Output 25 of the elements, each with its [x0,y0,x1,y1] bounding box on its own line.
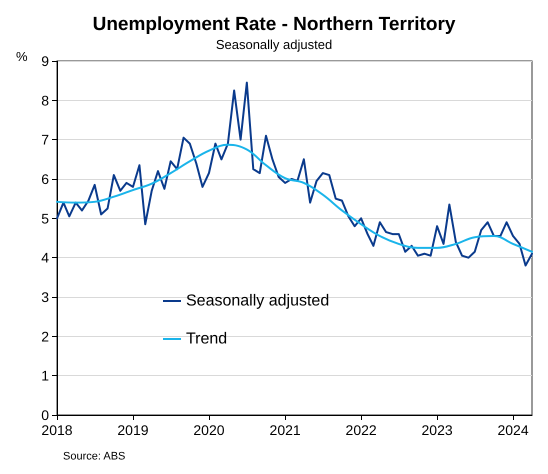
y-tick-label: 3 [41,289,50,305]
y-tick-label: 4 [41,250,50,266]
y-tick-label: 0 [41,407,50,423]
y-tick-label: 5 [41,210,50,226]
y-tick-label: 2 [41,328,50,344]
y-tick-label: 9 [41,53,50,69]
x-tick-label: 2022 [346,422,377,438]
x-tick-label: 2021 [270,422,301,438]
y-axis-title: % [16,49,28,64]
line-series [56,144,533,253]
x-tick-label: 2018 [41,422,73,438]
y-tick-label: 1 [41,368,50,384]
y-tick-label: 8 [41,92,50,108]
chart-title: Unemployment Rate - Northern Territory [92,14,456,35]
line-series [56,82,533,267]
y-tick-label: 6 [41,171,50,187]
legend-label: Trend [186,330,228,348]
y-tick-label: 7 [41,132,50,148]
x-tick-label: 2024 [497,422,529,438]
x-tick-label: 2020 [193,422,225,438]
chart-subtitle: Seasonally adjusted [216,37,332,52]
source-note: Source: ABS [63,450,126,462]
x-tick-label: 2023 [422,422,453,438]
legend-label: Seasonally adjusted [186,292,330,310]
x-tick-label: 2019 [117,422,149,438]
